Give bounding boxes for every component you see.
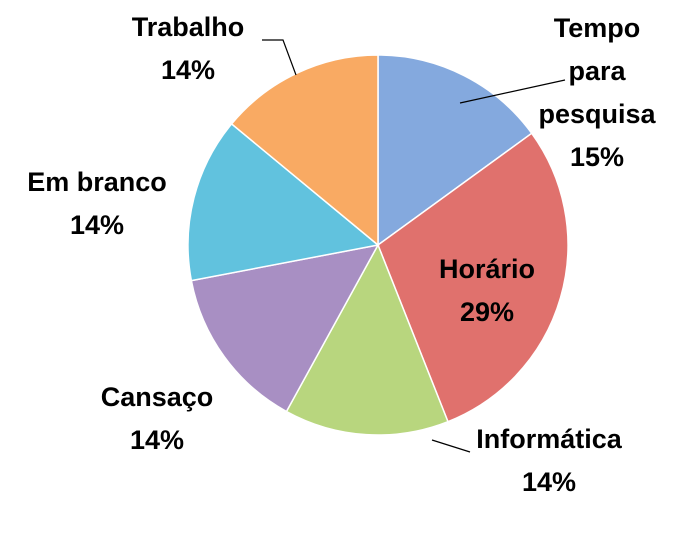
value-label: 14% bbox=[160, 55, 216, 85]
value-label: 15% bbox=[569, 142, 625, 172]
slice-label: Trabalho 14% bbox=[108, 6, 268, 92]
slice-label: Horário 29% bbox=[417, 248, 557, 334]
pie-slice bbox=[285, 243, 449, 436]
pie-slice bbox=[187, 122, 380, 282]
category-label: Tempo para pesquisa bbox=[538, 13, 656, 129]
value-label: 29% bbox=[459, 297, 515, 327]
category-label: Em branco bbox=[27, 167, 167, 197]
category-label: Trabalho bbox=[131, 12, 245, 42]
pie-slice bbox=[377, 132, 569, 423]
category-label: Horário bbox=[438, 254, 536, 284]
leader-line bbox=[431, 439, 471, 453]
leader-line bbox=[262, 39, 297, 76]
pie-slice bbox=[190, 243, 380, 413]
slice-label: Em branco 14% bbox=[2, 161, 192, 247]
category-label: Informática bbox=[476, 424, 622, 454]
leader-line bbox=[459, 79, 566, 104]
value-label: 14% bbox=[521, 467, 577, 497]
value-label: 14% bbox=[129, 425, 185, 455]
pie-slice bbox=[377, 54, 533, 247]
pie-slice bbox=[230, 54, 379, 247]
slice-label: Informática 14% bbox=[470, 418, 628, 504]
value-label: 14% bbox=[69, 210, 125, 240]
slice-label: Cansaço 14% bbox=[77, 376, 237, 462]
slice-label: Tempo para pesquisa 15% bbox=[527, 7, 667, 179]
category-label: Cansaço bbox=[100, 382, 214, 412]
